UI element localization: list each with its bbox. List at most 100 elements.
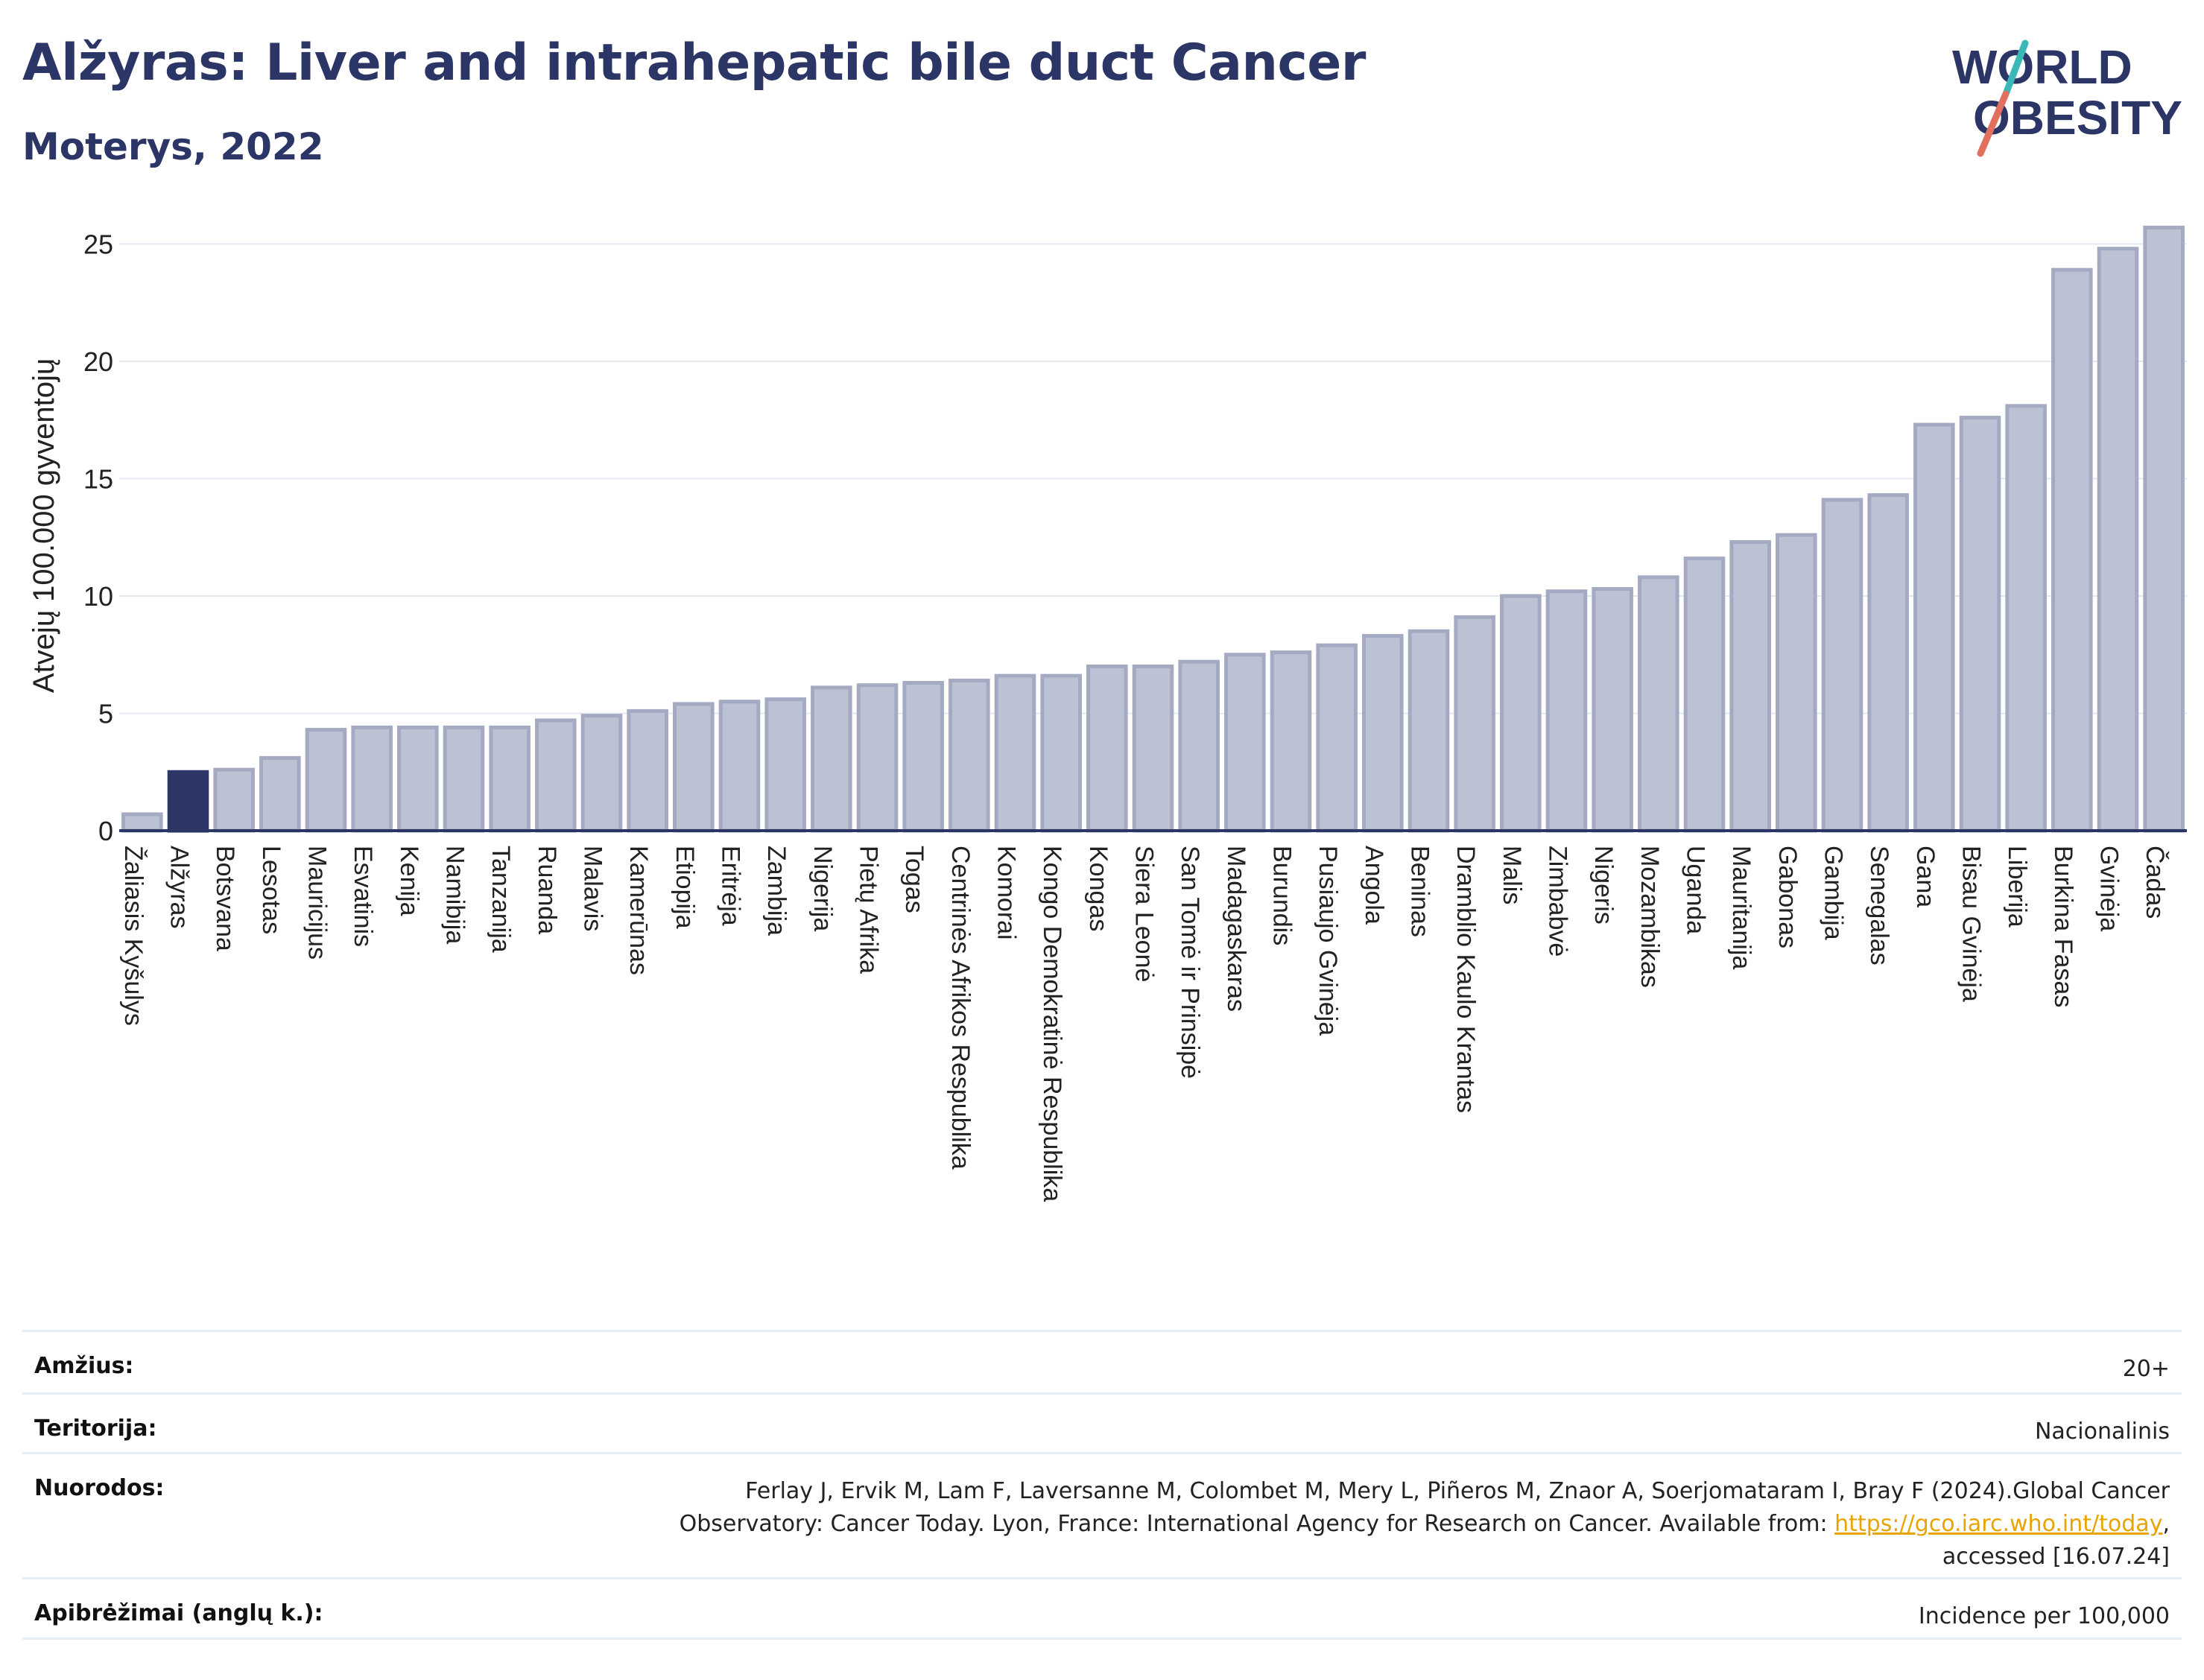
bar-9: [535, 718, 577, 833]
x-tick-label: Alžyras: [165, 846, 194, 928]
x-tick-label: Burkina Fasas: [2049, 846, 2077, 1007]
bar-31: [1545, 589, 1588, 833]
x-tick-label: San Tomė ir Prinsipė: [1176, 846, 1204, 1079]
y-tick-label: 20: [83, 346, 113, 377]
x-tick-label: Liberija: [2003, 846, 2031, 928]
x-tick-label: Burundis: [1268, 846, 1296, 945]
x-tick-label: Čadas: [2141, 846, 2169, 919]
bar-15: [811, 685, 852, 833]
bar-5: [351, 725, 393, 833]
bar-39: [1913, 422, 1955, 833]
meta-row-definitions: Apibrėžimai (anglų k.): Incidence per 10…: [22, 1577, 2182, 1640]
x-tick-label: Nigerija: [808, 846, 837, 931]
meta-row-age: Amžius: 20+: [22, 1330, 2182, 1392]
x-tick-label: Ruanda: [533, 846, 561, 934]
meta-label-age: Amžius:: [34, 1353, 134, 1379]
x-tick-label: Uganda: [1682, 846, 1710, 934]
x-tick-label: Esvatinis: [349, 846, 377, 947]
x-tick-label: Gvinėja: [2095, 846, 2124, 931]
x-tick-label: Centrinės Afrikos Respublika: [946, 846, 975, 1170]
x-tick-label: Malavis: [579, 846, 607, 931]
bar-35: [1729, 540, 1771, 833]
bar-36: [1776, 533, 1817, 833]
meta-label-references: Nuorodos:: [34, 1475, 165, 1501]
logo-text-world: WORLD: [1952, 40, 2132, 94]
y-axis-label: Atvejų 100.000 gyventojų: [28, 358, 60, 693]
bar-42: [2051, 267, 2093, 833]
bar-21: [1086, 665, 1128, 833]
x-tick-label: Zambija: [762, 846, 791, 936]
bar-11: [627, 709, 668, 833]
x-tick-label: Angola: [1360, 846, 1388, 925]
logo-text-obesity: OBESITY: [1973, 91, 2182, 145]
x-tick-label: Mozambikas: [1635, 846, 1664, 988]
x-tick-label: Kongas: [1084, 846, 1112, 931]
x-tick-label: Lesotas: [257, 846, 285, 934]
bar-chart: 0 5 10 15 20 25 Atvejų 100.000 gyventojų Žalias…: [28, 225, 2187, 1202]
bar-29: [1454, 615, 1495, 833]
bar-27: [1362, 634, 1404, 833]
bar-19: [994, 673, 1036, 833]
x-tick-label: Kenija: [395, 846, 423, 916]
x-tick-label: Pietų Afrika: [855, 846, 883, 974]
y-tick-label: 10: [83, 581, 113, 612]
bar-26: [1316, 643, 1358, 833]
bar-44: [2143, 225, 2185, 833]
bar-3: [259, 755, 301, 833]
page-subtitle: Moterys, 2022: [22, 125, 324, 168]
x-tick-label: Zimbabvė: [1544, 846, 1572, 957]
meta-row-territory: Teritorija: Nacionalinis: [22, 1392, 2182, 1452]
x-tick-label: Mauricijus: [303, 846, 332, 960]
y-tick-label: 5: [98, 699, 113, 729]
x-tick-label: Žaliasis Kyšulys: [119, 846, 148, 1026]
axes: 0 5 10 15 20 25 Atvejų 100.000 gyventojų Žalias…: [28, 229, 2187, 1202]
bar-14: [764, 697, 806, 833]
x-tick-label: Gana: [1911, 846, 1939, 907]
x-tick-label: Botsvana: [211, 846, 239, 951]
x-tick-label: Malis: [1498, 846, 1526, 904]
x-tick-label: Siera Leonė: [1130, 846, 1159, 982]
bar-18: [949, 678, 990, 833]
x-tick-label: Beninas: [1406, 846, 1434, 937]
world-obesity-logo: WORLD OBESITY: [1952, 39, 2182, 157]
bar-37: [1821, 498, 1863, 833]
bar-38: [1867, 493, 1909, 833]
bar-28: [1407, 629, 1450, 833]
meta-label-territory: Teritorija:: [34, 1416, 157, 1442]
meta-value-definitions: Incidence per 100,000: [1918, 1603, 2170, 1629]
bar-24: [1224, 653, 1266, 833]
meta-value-territory: Nacionalinis: [2034, 1419, 2170, 1445]
metadata-table: Amžius: 20+ Teritorija: Nacionalinis Nuo…: [22, 1330, 2182, 1640]
reference-accessed: , accessed [16.07.24]: [1942, 1511, 2170, 1570]
bar-16: [856, 683, 899, 833]
x-tick-label: Madagaskaras: [1222, 846, 1250, 1012]
bar-32: [1592, 587, 1633, 833]
x-tick-label: Senegalas: [1865, 846, 1893, 966]
y-tick-label: 25: [83, 229, 113, 260]
x-tick-label: Komorai: [992, 846, 1021, 940]
y-tick-label: 15: [83, 464, 113, 495]
bar-22: [1132, 665, 1174, 833]
x-tick-label: Kamerūnas: [624, 846, 653, 975]
logo-accent-teal: [2002, 39, 2029, 98]
bar-6: [397, 725, 439, 833]
x-tick-label: Togas: [900, 846, 928, 913]
meta-label-definitions: Apibrėžimai (anglų k.):: [34, 1600, 323, 1626]
y-tick-label: 0: [98, 816, 113, 846]
bar-12: [673, 702, 715, 833]
meta-value-age: 20+: [2122, 1356, 2170, 1382]
bar-1: [167, 770, 209, 833]
x-tick-label: Tanzanija: [487, 846, 515, 953]
x-tick-label: Bisau Gvinėja: [1957, 846, 1986, 1002]
bar-41: [2005, 404, 2047, 833]
reference-link[interactable]: https://gco.iarc.who.int/today: [1834, 1511, 2163, 1537]
bar-40: [1959, 416, 2001, 833]
x-tick-label: Namibija: [441, 846, 469, 944]
bars: [121, 225, 2185, 833]
bar-20: [1040, 673, 1082, 833]
bar-10: [580, 714, 623, 833]
x-tick-label: Eritrėja: [717, 846, 745, 926]
meta-value-references: Ferlay J, Ervik M, Lam F, Laversanne M, …: [642, 1475, 2170, 1573]
x-tick-label: Gabonas: [1773, 846, 1802, 948]
x-tick-label: Pusiaujo Gvinėja: [1314, 846, 1342, 1036]
